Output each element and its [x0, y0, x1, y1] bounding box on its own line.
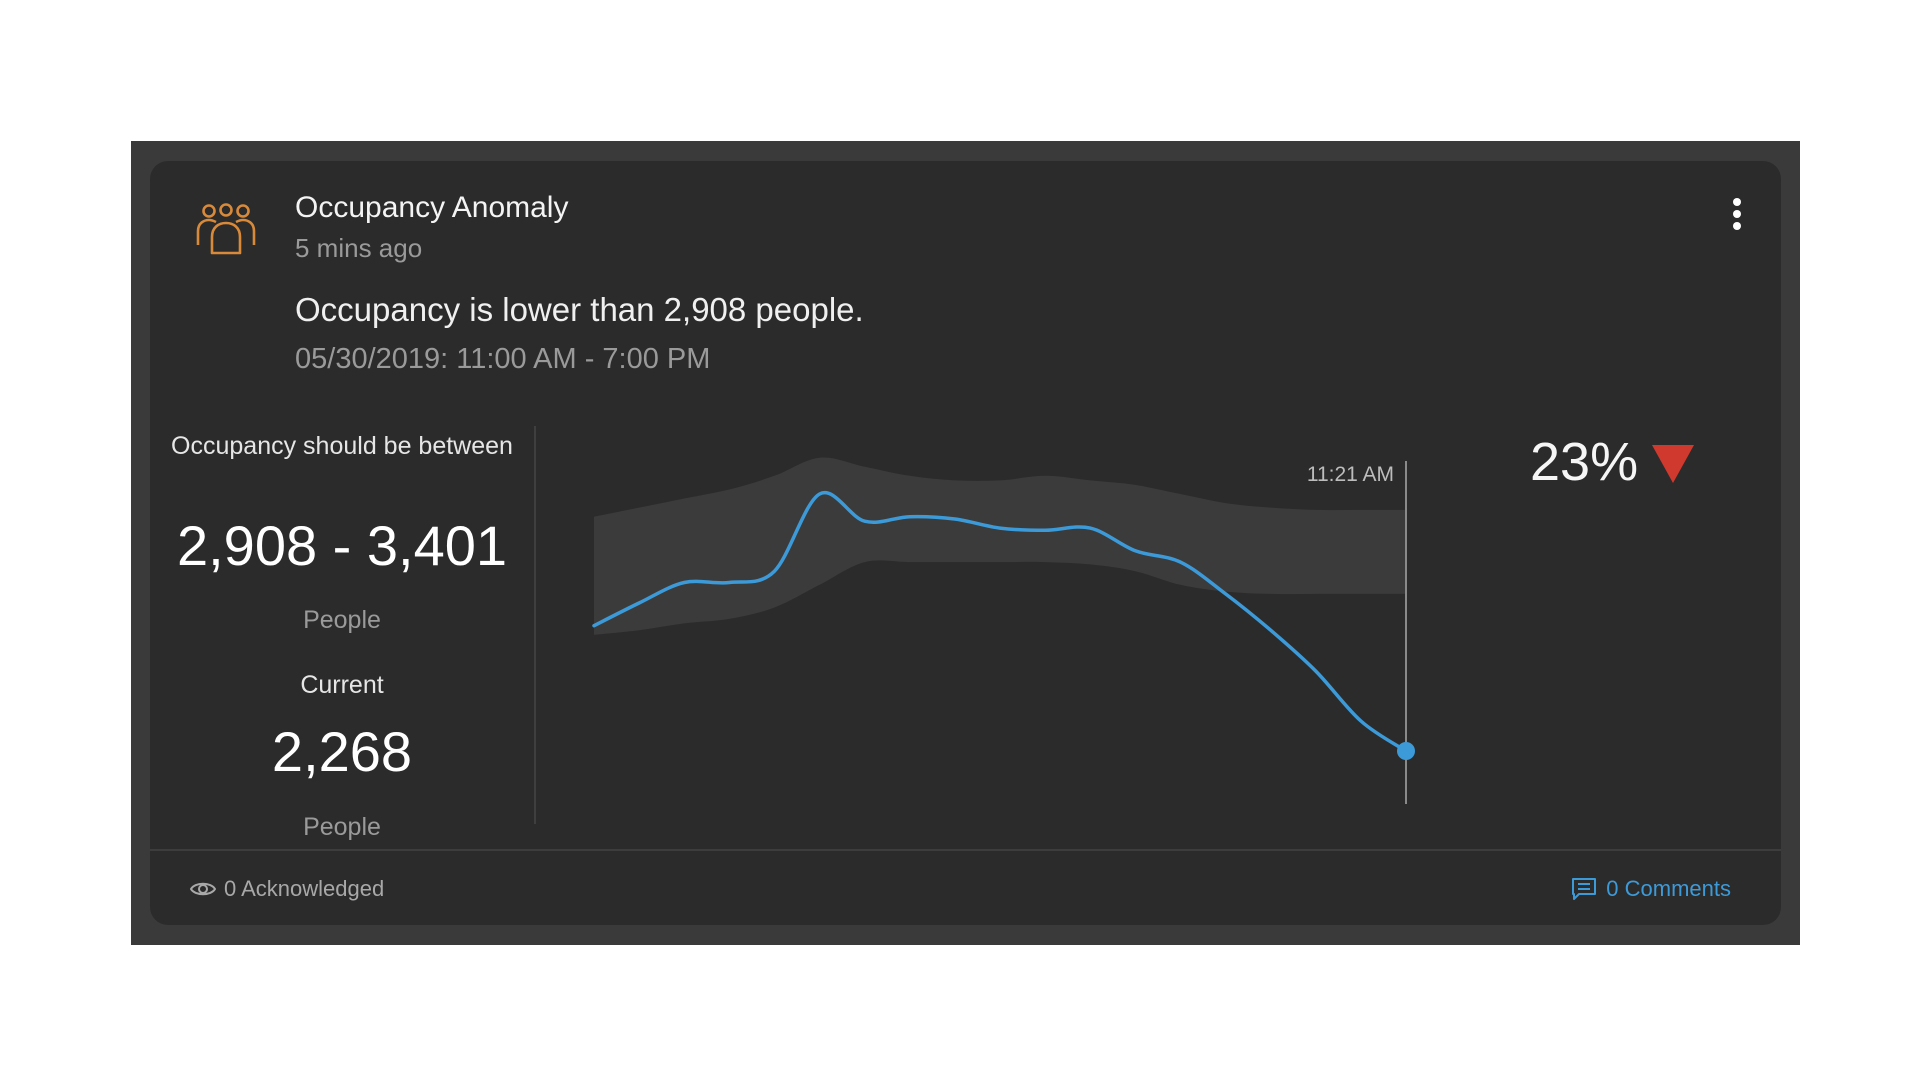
anomaly-card: Occupancy Anomaly 5 mins ago Occupancy i… [150, 161, 1781, 925]
occupancy-chart: 11:21 AM [592, 457, 1415, 804]
marker-time-label: 11:21 AM [1307, 463, 1394, 486]
current-value-point[interactable] [1397, 742, 1415, 760]
triangle-down-icon [1652, 445, 1694, 483]
comments-count: 0 Comments [1606, 876, 1731, 901]
comments-link[interactable]: 0 Comments [1571, 876, 1731, 902]
acknowledged-status[interactable]: 0 Acknowledged [190, 876, 384, 902]
expected-range-label: Occupancy should be between [171, 432, 513, 460]
eye-icon [190, 882, 216, 896]
anomaly-message: Occupancy is lower than 2,908 people. [295, 291, 864, 328]
card-title: Occupancy Anomaly [295, 191, 569, 224]
current-value: 2,268 [271, 720, 413, 783]
acknowledged-count: 0 Acknowledged [224, 876, 385, 901]
current-unit: People [303, 813, 381, 841]
current-label: Current [300, 671, 384, 699]
timestamp: 5 mins ago [295, 233, 423, 263]
occupancy-series-line [592, 490, 1408, 753]
date-range: 05/30/2019: 11:00 AM - 7:00 PM [295, 343, 711, 375]
card-frame: Occupancy Anomaly 5 mins ago Occupancy i… [131, 141, 1800, 945]
footer-divider [150, 849, 1781, 851]
change-percent: 23% [1530, 432, 1639, 492]
panel-divider [534, 426, 536, 824]
more-vertical-icon[interactable] [1725, 195, 1749, 235]
comment-icon [1572, 878, 1597, 900]
people-group-icon [196, 203, 256, 255]
expected-range-band [594, 457, 1406, 635]
expected-range-unit: People [303, 606, 381, 634]
expected-range-value: 2,908 - 3,401 [176, 514, 508, 577]
